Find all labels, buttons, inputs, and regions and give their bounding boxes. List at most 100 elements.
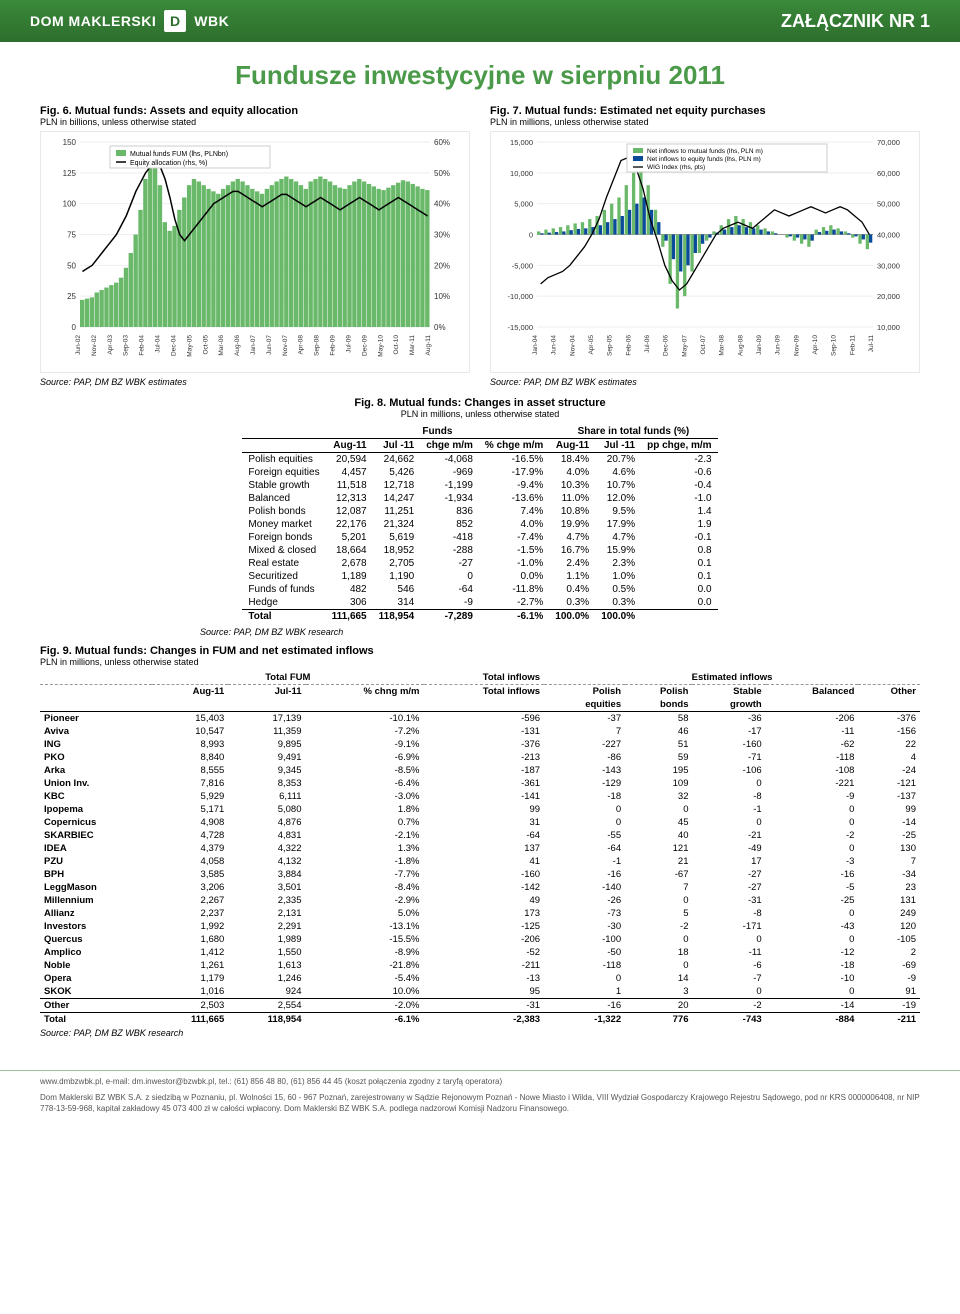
table-row: Aviva10,54711,359-7.2%-131746-17-11-156 [40, 725, 920, 738]
footer: www.dmbzwbk.pl, e-mail: dm.inwestor@bzwb… [0, 1070, 960, 1128]
svg-text:60%: 60% [434, 138, 450, 147]
table-row: PZU4,0584,132-1.8%41-12117-37 [40, 855, 920, 868]
fig9-col: Jul-11 [228, 685, 305, 699]
svg-text:0: 0 [529, 231, 533, 240]
svg-text:30,000: 30,000 [877, 261, 900, 270]
fig9-hdr-totalinflows: Total inflows [424, 671, 545, 685]
table-row: SKARBIEC4,7284,831-2.1%-64-5540-21-2-25 [40, 829, 920, 842]
table-row: Quercus1,6801,989-15.5%-206-100000-105 [40, 933, 920, 946]
fig6-sub: PLN in billions, unless otherwise stated [40, 117, 470, 127]
fig9-table: Total FUM Total inflows Estimated inflow… [40, 671, 920, 1026]
svg-text:Net inflows to mutual funds (l: Net inflows to mutual funds (lhs, PLN m) [647, 148, 763, 155]
fig9-col2 [858, 698, 920, 712]
table-row: Investors1,9922,291-13.1%-125-30-2-171-4… [40, 920, 920, 933]
fig9-col2 [424, 698, 545, 712]
table-row: Polish equities20,59424,662-4,068-16.5%1… [242, 453, 717, 467]
footer-line2: Dom Maklerski BZ WBK S.A. z siedzibą w P… [40, 1093, 920, 1114]
table-row: Amplico1,4121,550-8.9%-52-5018-11-122 [40, 946, 920, 959]
fig8-col: Aug-11 [549, 439, 595, 453]
svg-text:Dec-06: Dec-06 [663, 335, 670, 356]
svg-text:0%: 0% [434, 323, 446, 332]
fig9-source: Source: PAP, DM BZ WBK research [40, 1028, 920, 1038]
fig9-col2 [40, 698, 152, 712]
table-row: PKO8,8409,491-6.9%-213-8659-71-1184 [40, 751, 920, 764]
svg-text:Feb-09: Feb-09 [330, 335, 337, 356]
table-row: Union Inv.7,8168,353-6.4%-361-1291090-22… [40, 777, 920, 790]
svg-text:Oct-05: Oct-05 [202, 335, 209, 355]
fig8-table: Funds Share in total funds (%) Aug-11Jul… [242, 425, 717, 623]
table-row: LeggMason3,2063,501-8.4%-142-1407-27-523 [40, 881, 920, 894]
fig8-col: Jul -11 [373, 439, 421, 453]
svg-text:Feb-04: Feb-04 [139, 335, 146, 356]
svg-text:Jun-07: Jun-07 [266, 335, 273, 355]
table-row: Real estate2,6782,705-27-1.0%2.4%2.3%0.1 [242, 557, 717, 570]
svg-text:Apr-03: Apr-03 [107, 335, 114, 355]
svg-text:Sep-08: Sep-08 [314, 335, 321, 356]
fig6-svg: 02550751001251500%10%20%30%40%50%60%Jun-… [41, 132, 469, 372]
svg-text:70,000: 70,000 [877, 138, 900, 147]
svg-text:Jul-11: Jul-11 [868, 335, 875, 353]
table-row: Pioneer15,40317,139-10.1%-596-3758-36-20… [40, 712, 920, 726]
table-row: Mixed & closed18,66418,952-288-1.5%16.7%… [242, 544, 717, 557]
fig9-col: Stable [692, 685, 765, 699]
svg-text:Oct-07: Oct-07 [700, 335, 707, 355]
svg-text:50,000: 50,000 [877, 200, 900, 209]
svg-text:0: 0 [72, 323, 77, 332]
fig8-col: Aug-11 [326, 439, 373, 453]
table-row: ING8,9939,895-9.1%-376-22751-160-6222 [40, 738, 920, 751]
svg-text:WIG Index (rhs, pts): WIG Index (rhs, pts) [647, 164, 705, 171]
svg-text:20%: 20% [434, 261, 450, 270]
svg-text:Nov-02: Nov-02 [91, 335, 98, 356]
table-row: Ipopema5,1715,0801.8%9900-1099 [40, 803, 920, 816]
fig9-total-row: Total111,665118,954-6.1%-2,383-1,322776-… [40, 1013, 920, 1027]
attachment-label: ZAŁĄCZNIK NR 1 [781, 11, 930, 32]
svg-text:Jul-06: Jul-06 [644, 335, 651, 353]
fig9-col: % chng m/m [306, 685, 424, 699]
svg-text:Net inflows to equity funds (l: Net inflows to equity funds (lhs, PLN m) [647, 156, 761, 163]
fig8-col: % chge m/m [479, 439, 549, 453]
svg-text:125: 125 [63, 169, 77, 178]
fig9-col [40, 685, 152, 699]
fig9-sub: PLN in millions, unless otherwise stated [40, 657, 920, 667]
svg-text:Apr-08: Apr-08 [298, 335, 305, 355]
fig8-hdr-share: Share in total funds (%) [549, 425, 717, 439]
fig7-svg: -15,000-10,000-5,00005,00010,00015,00010… [491, 132, 919, 372]
table-row: KBC5,9296,111-3.0%-141-1832-8-9-137 [40, 790, 920, 803]
fig6-source: Source: PAP, DM BZ WBK estimates [40, 377, 470, 387]
svg-text:May-05: May-05 [186, 335, 193, 357]
fig9-col2: growth [692, 698, 765, 712]
svg-text:Sep-03: Sep-03 [123, 335, 130, 356]
svg-text:Nov-04: Nov-04 [569, 335, 576, 356]
svg-text:Jan-04: Jan-04 [532, 335, 539, 355]
svg-text:Aug-11: Aug-11 [425, 335, 432, 356]
fig8-source: Source: PAP, DM BZ WBK research [200, 627, 920, 637]
fig8-col: Jul -11 [595, 439, 641, 453]
table-row: Foreign equities4,4575,426-969-17.9%4.0%… [242, 466, 717, 479]
fig9-col: Polish [544, 685, 625, 699]
fig9-col2 [228, 698, 305, 712]
fig9-caption: Fig. 9. Mutual funds: Changes in FUM and… [40, 645, 920, 657]
page-title: Fundusze inwestycyjne w sierpniu 2011 [40, 60, 920, 91]
table-row: IDEA4,3794,3221.3%137-64121-490130 [40, 842, 920, 855]
svg-text:Apr-05: Apr-05 [588, 335, 595, 355]
brand-text-1: DOM MAKLERSKI [30, 13, 156, 29]
fig8-sub: PLN in millions, unless otherwise stated [40, 409, 920, 419]
svg-text:Jul-09: Jul-09 [345, 335, 352, 353]
svg-text:Mar-06: Mar-06 [218, 335, 225, 356]
svg-text:Jan-07: Jan-07 [250, 335, 257, 355]
table-row: BPH3,5853,884-7.7%-160-16-67-27-16-34 [40, 868, 920, 881]
brand-text-2: WBK [194, 13, 229, 29]
svg-text:Jun-02: Jun-02 [75, 335, 82, 355]
table-row: Money market22,17621,3248524.0%19.9%17.9… [242, 518, 717, 531]
svg-text:10%: 10% [434, 292, 450, 301]
fig7-chart: -15,000-10,000-5,00005,00010,00015,00010… [490, 131, 920, 373]
fig9-col2: bonds [625, 698, 692, 712]
fig9-col: Aug-11 [152, 685, 228, 699]
table-row: Hedge306314-9-2.7%0.3%0.3%0.0 [242, 596, 717, 610]
fig8-caption: Fig. 8. Mutual funds: Changes in asset s… [40, 397, 920, 409]
fig9-other-row: Other2,5032,554-2.0%-31-1620-2-14-19 [40, 999, 920, 1013]
fig7-caption: Fig. 7. Mutual funds: Estimated net equi… [490, 105, 920, 117]
svg-text:Equity allocation (rhs, %): Equity allocation (rhs, %) [130, 160, 207, 167]
fig6-caption: Fig. 6. Mutual funds: Assets and equity … [40, 105, 470, 117]
fig9-col: Balanced [766, 685, 859, 699]
